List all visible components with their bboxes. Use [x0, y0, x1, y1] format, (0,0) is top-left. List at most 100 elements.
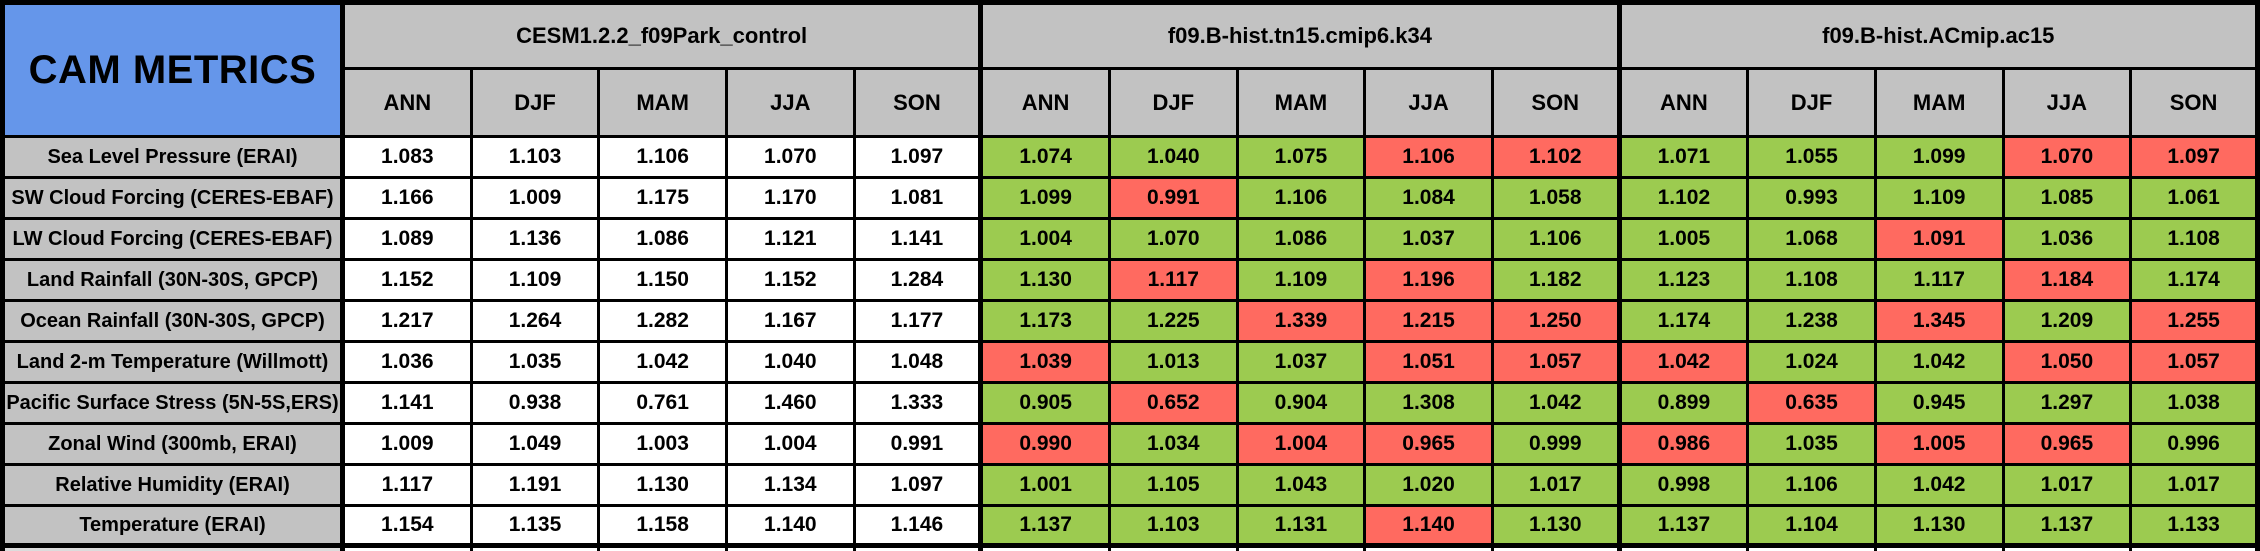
value-cell: 0.652 — [1110, 384, 1239, 425]
season-header-ann-group3: ANN — [1621, 70, 1750, 138]
season-header-ann-group2: ANN — [983, 70, 1111, 138]
cutoff-edge-cell — [1749, 548, 1877, 551]
value-cell: 1.042 — [1621, 343, 1750, 384]
value-cell: 1.004 — [727, 425, 856, 466]
row-label: Ocean Rainfall (30N-30S, GPCP) — [0, 302, 345, 343]
cutoff-edge-cell — [1621, 548, 1750, 551]
value-cell: 1.109 — [472, 261, 601, 302]
value-cell: 1.225 — [1110, 302, 1239, 343]
value-cell: 1.017 — [2132, 466, 2260, 507]
season-header-mam-group1: MAM — [600, 70, 728, 138]
value-cell: 1.339 — [1238, 302, 1367, 343]
value-cell: 1.130 — [983, 261, 1111, 302]
value-cell: 1.191 — [472, 466, 601, 507]
value-cell: 1.005 — [1621, 220, 1750, 261]
value-cell: 1.004 — [1238, 425, 1367, 466]
group-header-acmip-run: f09.B-hist.ACmip.ac15 — [1621, 0, 2260, 70]
season-header-mam-group3: MAM — [1876, 70, 2005, 138]
value-cell: 0.761 — [600, 384, 728, 425]
metric-row: Pacific Surface Stress (5N-5S,ERS) 1.141 0… — [0, 384, 2260, 425]
value-cell: 0.993 — [1749, 179, 1877, 220]
season-header-row: ANN DJF MAM JJA SON ANN DJF MAM JJA SON ANN DJF MAM J… — [0, 70, 2260, 138]
value-cell: 1.009 — [345, 425, 473, 466]
value-cell: 1.013 — [1110, 343, 1239, 384]
value-cell: 0.986 — [1621, 425, 1750, 466]
value-cell: 1.103 — [1110, 507, 1239, 548]
season-header-mam-group2: MAM — [1238, 70, 1367, 138]
value-cell: 1.001 — [983, 466, 1111, 507]
value-cell: 1.042 — [600, 343, 728, 384]
value-cell: 1.037 — [1238, 343, 1367, 384]
value-cell: 1.174 — [2132, 261, 2260, 302]
row-label: Zonal Wind (300mb, ERAI) — [0, 425, 345, 466]
value-cell: 1.297 — [2004, 384, 2133, 425]
row-label: SW Cloud Forcing (CERES-EBAF) — [0, 179, 345, 220]
cutoff-edge-cell — [600, 548, 728, 551]
value-cell: 1.024 — [1749, 343, 1877, 384]
season-header-son-group1: SON — [855, 70, 984, 138]
season-header-son-group2: SON — [1493, 70, 1622, 138]
value-cell: 0.999 — [1493, 425, 1622, 466]
value-cell: 1.074 — [983, 138, 1111, 179]
cutoff-edge-cell — [1366, 548, 1494, 551]
value-cell: 1.070 — [2004, 138, 2133, 179]
value-cell: 1.091 — [1876, 220, 2005, 261]
value-cell: 1.345 — [1876, 302, 2005, 343]
value-cell: 1.117 — [345, 466, 473, 507]
value-cell: 1.166 — [345, 179, 473, 220]
value-cell: 1.005 — [1876, 425, 2005, 466]
value-cell: 1.042 — [1493, 384, 1622, 425]
cutoff-edge-cell — [0, 548, 345, 551]
value-cell: 1.061 — [2132, 179, 2260, 220]
value-cell: 1.141 — [855, 220, 984, 261]
value-cell: 1.042 — [1876, 343, 2005, 384]
value-cell: 1.140 — [727, 507, 856, 548]
value-cell: 0.945 — [1876, 384, 2005, 425]
season-header-jja-group1: JJA — [727, 70, 856, 138]
value-cell: 1.105 — [1110, 466, 1239, 507]
cutoff-edge-cell — [345, 548, 473, 551]
value-cell: 1.184 — [2004, 261, 2133, 302]
value-cell: 1.264 — [472, 302, 601, 343]
cutoff-edge-cell — [1110, 548, 1239, 551]
cutoff-edge-cell — [855, 548, 984, 551]
value-cell: 1.136 — [472, 220, 601, 261]
value-cell: 1.137 — [2004, 507, 2133, 548]
row-label: Pacific Surface Stress (5N-5S,ERS) — [0, 384, 345, 425]
value-cell: 1.042 — [1876, 466, 2005, 507]
value-cell: 1.150 — [600, 261, 728, 302]
value-cell: 1.135 — [472, 507, 601, 548]
value-cell: 0.938 — [472, 384, 601, 425]
row-label: Land Rainfall (30N-30S, GPCP) — [0, 261, 345, 302]
value-cell: 1.103 — [472, 138, 601, 179]
value-cell: 1.017 — [1493, 466, 1622, 507]
value-cell: 1.075 — [1238, 138, 1367, 179]
value-cell: 1.057 — [2132, 343, 2260, 384]
value-cell: 1.089 — [345, 220, 473, 261]
value-cell: 0.991 — [855, 425, 984, 466]
value-cell: 1.048 — [855, 343, 984, 384]
value-cell: 1.460 — [727, 384, 856, 425]
value-cell: 0.899 — [1621, 384, 1750, 425]
value-cell: 1.049 — [472, 425, 601, 466]
value-cell: 0.965 — [1366, 425, 1494, 466]
season-header-son-group3: SON — [2132, 70, 2260, 138]
value-cell: 1.152 — [727, 261, 856, 302]
value-cell: 1.106 — [1238, 179, 1367, 220]
value-cell: 1.106 — [600, 138, 728, 179]
value-cell: 1.004 — [983, 220, 1111, 261]
value-cell: 1.175 — [600, 179, 728, 220]
value-cell: 1.131 — [1238, 507, 1367, 548]
value-cell: 1.167 — [727, 302, 856, 343]
value-cell: 1.035 — [1749, 425, 1877, 466]
value-cell: 1.034 — [1110, 425, 1239, 466]
value-cell: 1.255 — [2132, 302, 2260, 343]
value-cell: 1.177 — [855, 302, 984, 343]
value-cell: 1.170 — [727, 179, 856, 220]
table-title: CAM METRICS — [0, 0, 345, 138]
value-cell: 1.102 — [1621, 179, 1750, 220]
value-cell: 1.085 — [2004, 179, 2133, 220]
cutoff-edge-cell — [1238, 548, 1367, 551]
value-cell: 1.173 — [983, 302, 1111, 343]
